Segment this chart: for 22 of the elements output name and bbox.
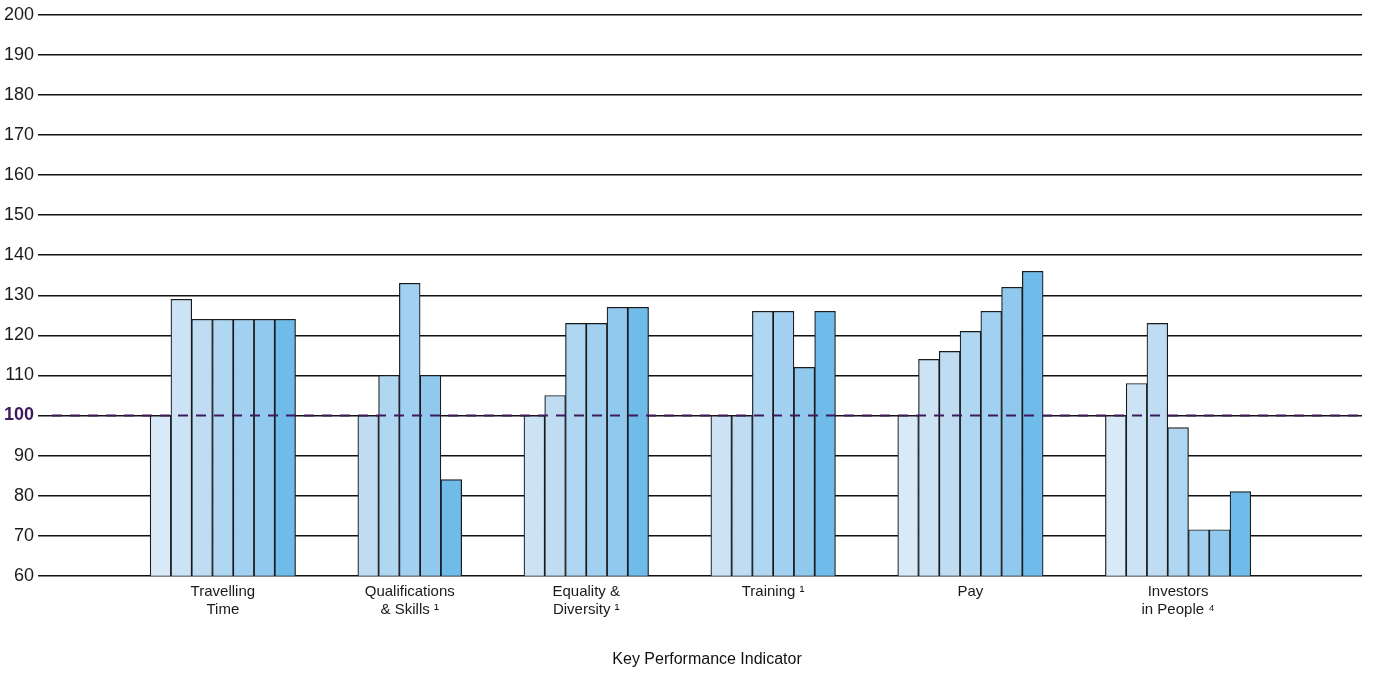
y-tick-label: 120 bbox=[3, 324, 35, 345]
x-tick-label: Pay bbox=[957, 582, 984, 600]
y-tick-label: 70 bbox=[14, 524, 35, 545]
x-tick-label: Equality & Diversity ¹ bbox=[552, 582, 621, 618]
x-tick-label: Travelling Time bbox=[190, 582, 256, 618]
y-tick-label: 140 bbox=[3, 244, 35, 265]
x-tick-label: Training ¹ bbox=[741, 582, 805, 600]
y-tick-label: 170 bbox=[3, 123, 35, 144]
y-tick-label: 110 bbox=[5, 364, 35, 385]
y-tick-label: 100 bbox=[3, 404, 35, 425]
y-tick-label: 80 bbox=[14, 484, 35, 505]
y-tick-label: 90 bbox=[14, 444, 35, 465]
y-tick-label: 180 bbox=[3, 83, 35, 104]
y-tick-label: 150 bbox=[3, 204, 35, 225]
y-tick-label: 200 bbox=[3, 3, 35, 24]
y-tick-label: 60 bbox=[14, 564, 35, 585]
y-tick-label: 190 bbox=[3, 43, 35, 64]
y-tick-label: 160 bbox=[3, 164, 35, 185]
x-tick-label: Qualifications & Skills ¹ bbox=[364, 582, 455, 618]
x-axis-title: Key Performance Indicator bbox=[612, 649, 803, 667]
y-tick-label: 130 bbox=[3, 284, 35, 305]
x-tick-label: Investors in People ⁴ bbox=[1141, 582, 1215, 618]
